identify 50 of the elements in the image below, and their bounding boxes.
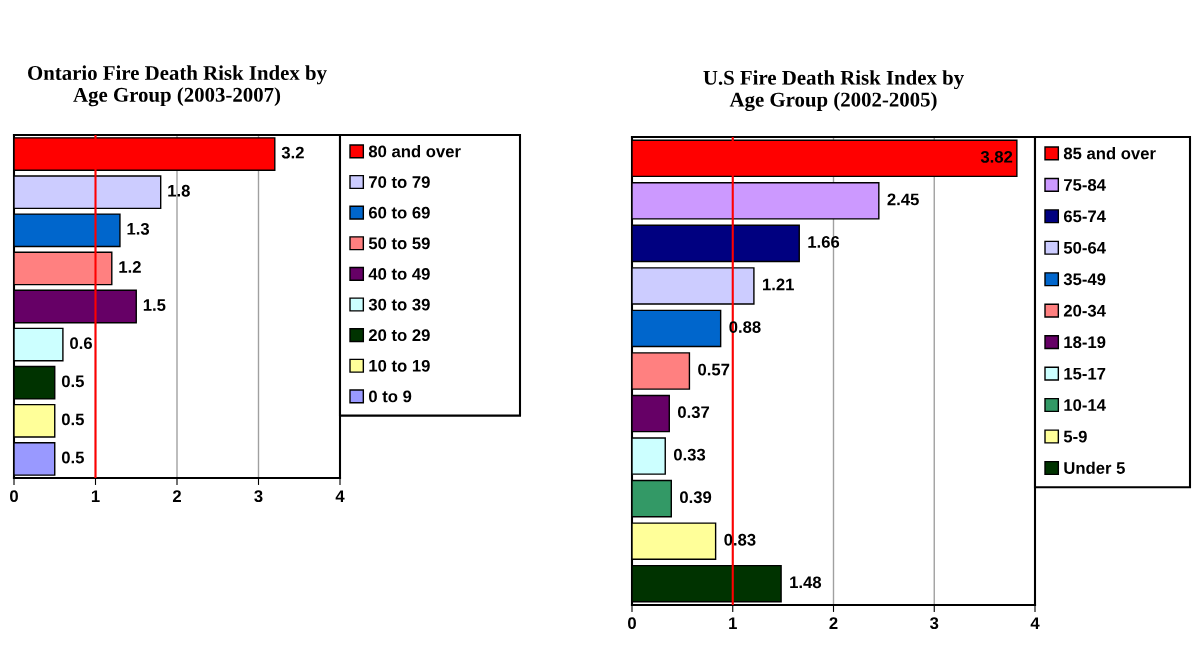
data-label: 0.5 <box>61 375 84 388</box>
data-label: 0.33 <box>673 448 706 461</box>
x-tick-label: 0 <box>10 490 18 503</box>
data-label: 1.3 <box>127 222 150 235</box>
legend-label: 10 to 19 <box>369 359 430 372</box>
x-tick-label: 4 <box>1030 617 1040 629</box>
x-tick-label: 4 <box>335 490 345 502</box>
legend-label: 5-9 <box>1063 430 1087 443</box>
x-tick-label: 3 <box>254 490 263 503</box>
data-label: 1.48 <box>790 576 822 589</box>
chart-title: Ontario Fire Death Risk Index by Age Group (2003-2007) <box>28 65 327 107</box>
data-label: 1.66 <box>808 236 840 248</box>
legend-label: Under 5 <box>1064 461 1125 474</box>
legend-label: 20 to 29 <box>368 329 430 342</box>
data-label: 0.37 <box>678 406 710 419</box>
x-tick-label: 0 <box>628 617 636 630</box>
data-label: 1.21 <box>763 278 794 291</box>
data-label: 0.57 <box>698 363 730 376</box>
x-tick-label: 3 <box>930 617 939 630</box>
legend-label: 60 to 69 <box>368 206 430 219</box>
x-tick-label: 2 <box>829 617 838 629</box>
legend-label: 0 to 9 <box>368 390 412 403</box>
x-tick-label: 1 <box>91 490 100 502</box>
data-label: 2.45 <box>887 193 919 206</box>
x-tick-label: 1 <box>729 617 737 629</box>
data-label: 3.2 <box>281 146 304 159</box>
data-label: 1.2 <box>119 261 141 273</box>
legend-label: 30 to 39 <box>368 298 430 311</box>
data-label: 1.8 <box>168 184 190 197</box>
legend-label: 75-84 <box>1064 178 1106 191</box>
data-label: 1.5 <box>143 299 166 311</box>
data-label: 0.5 <box>61 451 84 464</box>
legend-label: 10-14 <box>1064 399 1106 411</box>
data-label: 3.82 <box>980 150 1013 163</box>
legend-label: 80 and over <box>368 145 461 158</box>
legend-label: 50-64 <box>1063 241 1106 254</box>
data-label: 0.5 <box>61 413 84 426</box>
legend-label: 50 to 59 <box>368 237 430 250</box>
legend-label: 20-34 <box>1063 304 1106 317</box>
x-tick-label: 2 <box>172 490 181 502</box>
legend-label: 70 to 79 <box>369 176 430 188</box>
data-label: 0.6 <box>70 337 92 350</box>
legend-label: 15-17 <box>1064 367 1106 380</box>
legend-label: 65-74 <box>1063 210 1106 223</box>
legend-label: 18-19 <box>1064 336 1106 349</box>
data-label: 0.39 <box>680 491 712 504</box>
legend-label: 40 to 49 <box>368 268 430 280</box>
legend-label: 35-49 <box>1063 273 1106 286</box>
legend-label: 85 and over <box>1063 147 1156 160</box>
chart-title: U.S Fire Death Risk Index by Age Group (2002-2005) <box>703 70 964 112</box>
